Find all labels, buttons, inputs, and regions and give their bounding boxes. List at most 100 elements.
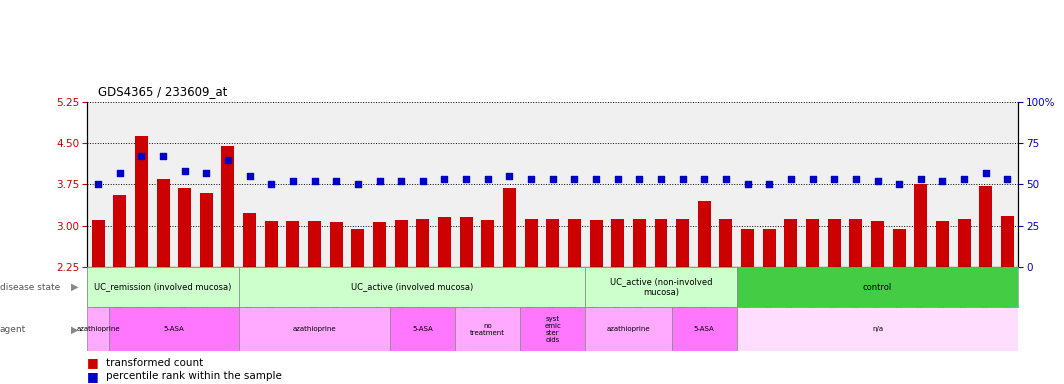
- Point: [177, 168, 194, 174]
- Point: [782, 176, 799, 182]
- Bar: [719, 219, 732, 267]
- Text: GSM948569: GSM948569: [138, 268, 145, 308]
- Point: [393, 178, 410, 184]
- Text: GSM948584: GSM948584: [658, 268, 664, 308]
- Bar: [914, 184, 928, 267]
- Bar: [390, 307, 455, 351]
- Point: [544, 176, 561, 182]
- Point: [610, 176, 627, 182]
- Text: syst
emic
ster
oids: syst emic ster oids: [545, 316, 561, 343]
- Point: [371, 178, 388, 184]
- Bar: [763, 229, 776, 267]
- Bar: [784, 219, 797, 267]
- Text: ▶: ▶: [71, 324, 79, 334]
- Bar: [698, 201, 711, 267]
- Bar: [481, 220, 495, 267]
- Point: [306, 178, 323, 184]
- Point: [761, 181, 778, 187]
- Bar: [92, 220, 104, 267]
- Point: [955, 176, 972, 182]
- Text: GSM948558: GSM948558: [918, 268, 924, 308]
- Text: 5-ASA: 5-ASA: [164, 326, 184, 332]
- Text: percentile rank within the sample: percentile rank within the sample: [106, 371, 282, 381]
- Point: [977, 170, 994, 176]
- Text: GSM948560: GSM948560: [961, 268, 967, 308]
- Text: ■: ■: [87, 356, 99, 369]
- Bar: [460, 217, 472, 267]
- Text: GSM948551: GSM948551: [766, 268, 772, 308]
- Text: GSM948567: GSM948567: [203, 268, 210, 308]
- Bar: [416, 219, 430, 267]
- Point: [328, 178, 345, 184]
- Text: GDS4365 / 233609_at: GDS4365 / 233609_at: [98, 85, 228, 98]
- Text: GSM948573: GSM948573: [268, 268, 275, 308]
- Point: [631, 176, 648, 182]
- Text: GSM948577: GSM948577: [463, 268, 469, 308]
- Text: GSM948579: GSM948579: [312, 268, 317, 308]
- Bar: [979, 186, 993, 267]
- Bar: [585, 267, 736, 307]
- Bar: [958, 219, 970, 267]
- Point: [219, 157, 236, 163]
- Bar: [936, 221, 949, 267]
- Text: GSM948571: GSM948571: [442, 268, 448, 308]
- Text: UC_active (non-involved
mucosa): UC_active (non-involved mucosa): [610, 277, 712, 297]
- Point: [436, 176, 453, 182]
- Text: UC_remission (involved mucosa): UC_remission (involved mucosa): [95, 283, 232, 291]
- Text: GSM948550: GSM948550: [745, 268, 750, 308]
- Bar: [87, 307, 109, 351]
- Point: [826, 176, 843, 182]
- Text: GSM948556: GSM948556: [875, 268, 881, 308]
- Text: 5-ASA: 5-ASA: [694, 326, 715, 332]
- Text: GSM948578: GSM948578: [701, 268, 708, 308]
- Text: no
treatment: no treatment: [470, 323, 505, 336]
- Bar: [455, 307, 520, 351]
- Text: GSM948563: GSM948563: [95, 268, 101, 308]
- Bar: [238, 267, 585, 307]
- Point: [566, 176, 583, 182]
- Point: [349, 181, 366, 187]
- Text: GSM948555: GSM948555: [853, 268, 859, 308]
- Text: 5-ASA: 5-ASA: [413, 326, 433, 332]
- Point: [912, 176, 929, 182]
- Text: GSM948575: GSM948575: [289, 268, 296, 308]
- Bar: [221, 146, 234, 267]
- Bar: [568, 219, 581, 267]
- Point: [869, 178, 886, 184]
- Text: azathioprine: azathioprine: [77, 326, 120, 332]
- Point: [154, 153, 171, 159]
- Point: [652, 176, 669, 182]
- Bar: [87, 267, 238, 307]
- Bar: [503, 188, 516, 267]
- Bar: [135, 136, 148, 267]
- Bar: [351, 229, 364, 267]
- Text: GSM948554: GSM948554: [831, 268, 837, 308]
- Text: GSM948564: GSM948564: [117, 268, 122, 308]
- Text: GSM948582: GSM948582: [722, 268, 729, 308]
- Text: GSM948581: GSM948581: [485, 268, 491, 308]
- Point: [587, 176, 604, 182]
- Bar: [585, 307, 671, 351]
- Point: [112, 170, 129, 176]
- Point: [717, 176, 734, 182]
- Text: GSM948592: GSM948592: [420, 268, 426, 308]
- Bar: [849, 219, 862, 267]
- Text: GSM948589: GSM948589: [355, 268, 361, 308]
- Point: [479, 176, 496, 182]
- Bar: [286, 221, 299, 267]
- Bar: [736, 307, 1018, 351]
- Bar: [611, 219, 625, 267]
- Bar: [828, 219, 841, 267]
- Bar: [671, 307, 736, 351]
- Bar: [395, 220, 408, 267]
- Text: GSM948568: GSM948568: [225, 268, 231, 308]
- Bar: [238, 307, 390, 351]
- Text: GSM948587: GSM948587: [571, 268, 578, 308]
- Point: [414, 178, 431, 184]
- Point: [999, 176, 1016, 182]
- Bar: [736, 267, 1018, 307]
- Bar: [676, 219, 689, 267]
- Text: azathioprine: azathioprine: [293, 326, 336, 332]
- Text: GSM948586: GSM948586: [550, 268, 555, 308]
- Point: [675, 176, 692, 182]
